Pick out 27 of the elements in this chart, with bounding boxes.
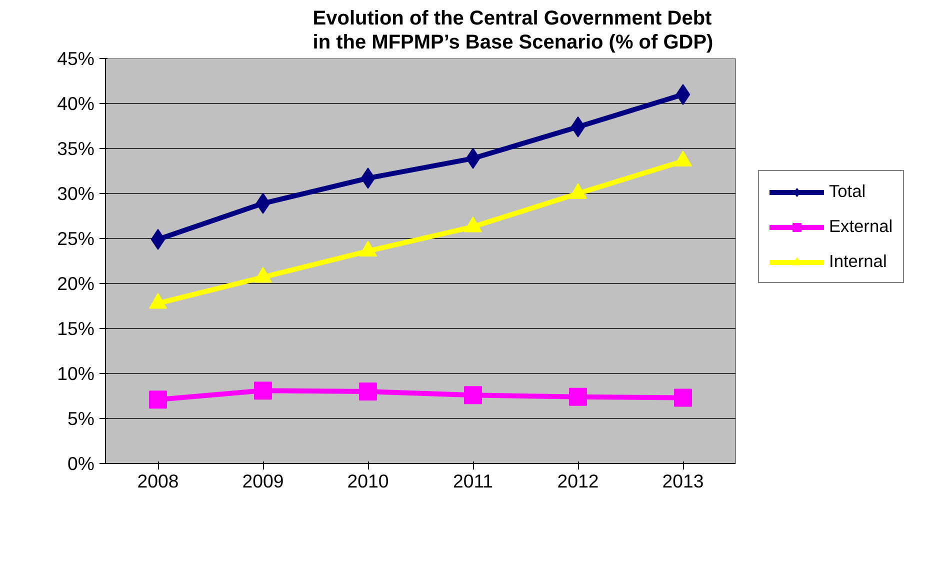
y-tick-label: 0% <box>68 453 95 474</box>
y-tick-label: 45% <box>57 48 95 69</box>
legend-label: Internal <box>829 251 887 272</box>
legend-label: Total <box>829 181 866 202</box>
point <box>359 382 377 400</box>
point <box>674 388 692 407</box>
point <box>149 390 167 409</box>
y-tick-label: 25% <box>57 228 95 249</box>
point <box>464 386 482 404</box>
x-tick-label: 2009 <box>242 470 284 492</box>
point <box>676 84 690 105</box>
x-tick-label: 2010 <box>347 470 389 492</box>
legend-label: External <box>829 216 893 237</box>
x-tick-label: 2012 <box>557 470 599 492</box>
point <box>254 382 272 400</box>
x-tick-label: 2011 <box>452 470 494 492</box>
x-tick-label: 2013 <box>662 470 704 492</box>
y-tick-label: 15% <box>57 318 95 339</box>
y-tick-label: 40% <box>57 93 95 114</box>
x-tick-label: 2008 <box>137 470 179 492</box>
y-tick-label: 20% <box>57 273 95 294</box>
y-tick-label: 10% <box>57 363 95 384</box>
y-tick-label: 30% <box>57 183 95 204</box>
y-tick-label: 35% <box>57 138 95 159</box>
chart-title: Evolution of the Central Government Debt in the MFPMP’s Base Scenario (% of GDP) <box>312 7 714 54</box>
y-tick-label: 5% <box>68 408 95 429</box>
point <box>569 388 587 406</box>
